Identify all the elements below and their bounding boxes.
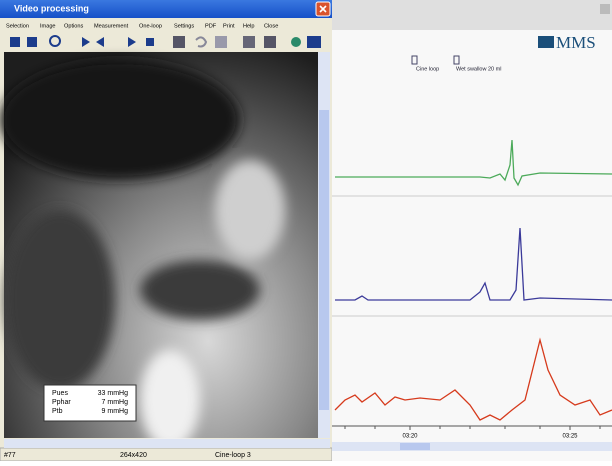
reading-value: 33 mmHg — [98, 390, 128, 397]
menu-item[interactable]: Options — [64, 23, 83, 29]
tool-icon[interactable] — [96, 37, 104, 47]
menu-item[interactable]: Close — [264, 23, 278, 29]
pressure-box — [43, 384, 137, 422]
marker-label: Wet swallow 20 ml — [456, 66, 501, 72]
menu-item[interactable]: Help — [243, 23, 255, 29]
pressure-trace — [334, 337, 612, 421]
scroll-thumb[interactable] — [319, 110, 329, 410]
time-label: 03:25 — [562, 434, 578, 440]
recording-toolbar — [332, 0, 612, 30]
close-icon — [319, 5, 327, 13]
tool-icon[interactable] — [49, 35, 61, 47]
tool-icon[interactable] — [264, 36, 276, 48]
tool-icon[interactable] — [173, 36, 185, 48]
time-ticks — [344, 426, 601, 430]
frame-number: #77 — [4, 452, 16, 459]
marker-flag — [453, 55, 460, 65]
menu-bar: Selection Image Options Measurement One-loop… — [6, 23, 278, 29]
tool-icon[interactable] — [195, 36, 208, 48]
horizontal-scrollbar[interactable] — [4, 439, 330, 448]
reading-value: 9 mmHg — [102, 408, 129, 415]
marker-flag — [411, 55, 418, 65]
tool-icon[interactable] — [10, 37, 20, 47]
loop-name: Cine-loop 3 — [215, 452, 251, 459]
tool-icon[interactable] — [128, 37, 136, 47]
status-bar — [0, 447, 333, 462]
recording-panel — [332, 0, 612, 461]
menu-item[interactable]: Settings — [174, 23, 194, 29]
pressure-readings: Pues 33 mmHg Pphar 7 mmHg Ptb 9 mmHg — [52, 390, 128, 415]
window-title: Video processing — [14, 3, 89, 13]
tool-icon[interactable] — [600, 4, 610, 14]
logo: MMS — [556, 33, 596, 52]
menu-item[interactable]: Measurement — [94, 23, 129, 29]
tool-icon[interactable] — [215, 36, 227, 48]
reading-label: Pphar — [52, 399, 71, 406]
reading-value: 7 mmHg — [102, 399, 129, 406]
reading-label: Pues — [52, 390, 68, 397]
tool-icon[interactable] — [307, 36, 321, 48]
tool-icon[interactable] — [27, 37, 37, 47]
reading-label: Ptb — [52, 408, 63, 415]
tool-icon[interactable] — [243, 36, 255, 48]
time-label: 03:20 — [402, 434, 418, 440]
time-scrollbar[interactable] — [332, 442, 612, 451]
pressure-trace — [335, 139, 612, 187]
tool-icon[interactable] — [291, 37, 301, 47]
pressure-trace — [335, 227, 612, 301]
menu-item[interactable]: Selection — [6, 23, 29, 29]
tool-icon[interactable] — [146, 38, 154, 46]
menu-item[interactable]: One-loop — [139, 23, 162, 29]
marker-label: Cine loop — [416, 66, 439, 72]
logo-mark — [538, 36, 554, 48]
menu-item[interactable]: Print — [223, 23, 235, 29]
menu-item[interactable]: PDF — [205, 23, 217, 29]
time-scroll-thumb[interactable] — [400, 443, 430, 450]
title-bar — [0, 0, 332, 18]
tool-icon[interactable] — [82, 37, 90, 47]
toolbar — [10, 35, 321, 48]
menu-item[interactable]: Image — [40, 23, 56, 29]
frame-size: 264x420 — [120, 452, 147, 459]
video-content — [0, 60, 285, 450]
